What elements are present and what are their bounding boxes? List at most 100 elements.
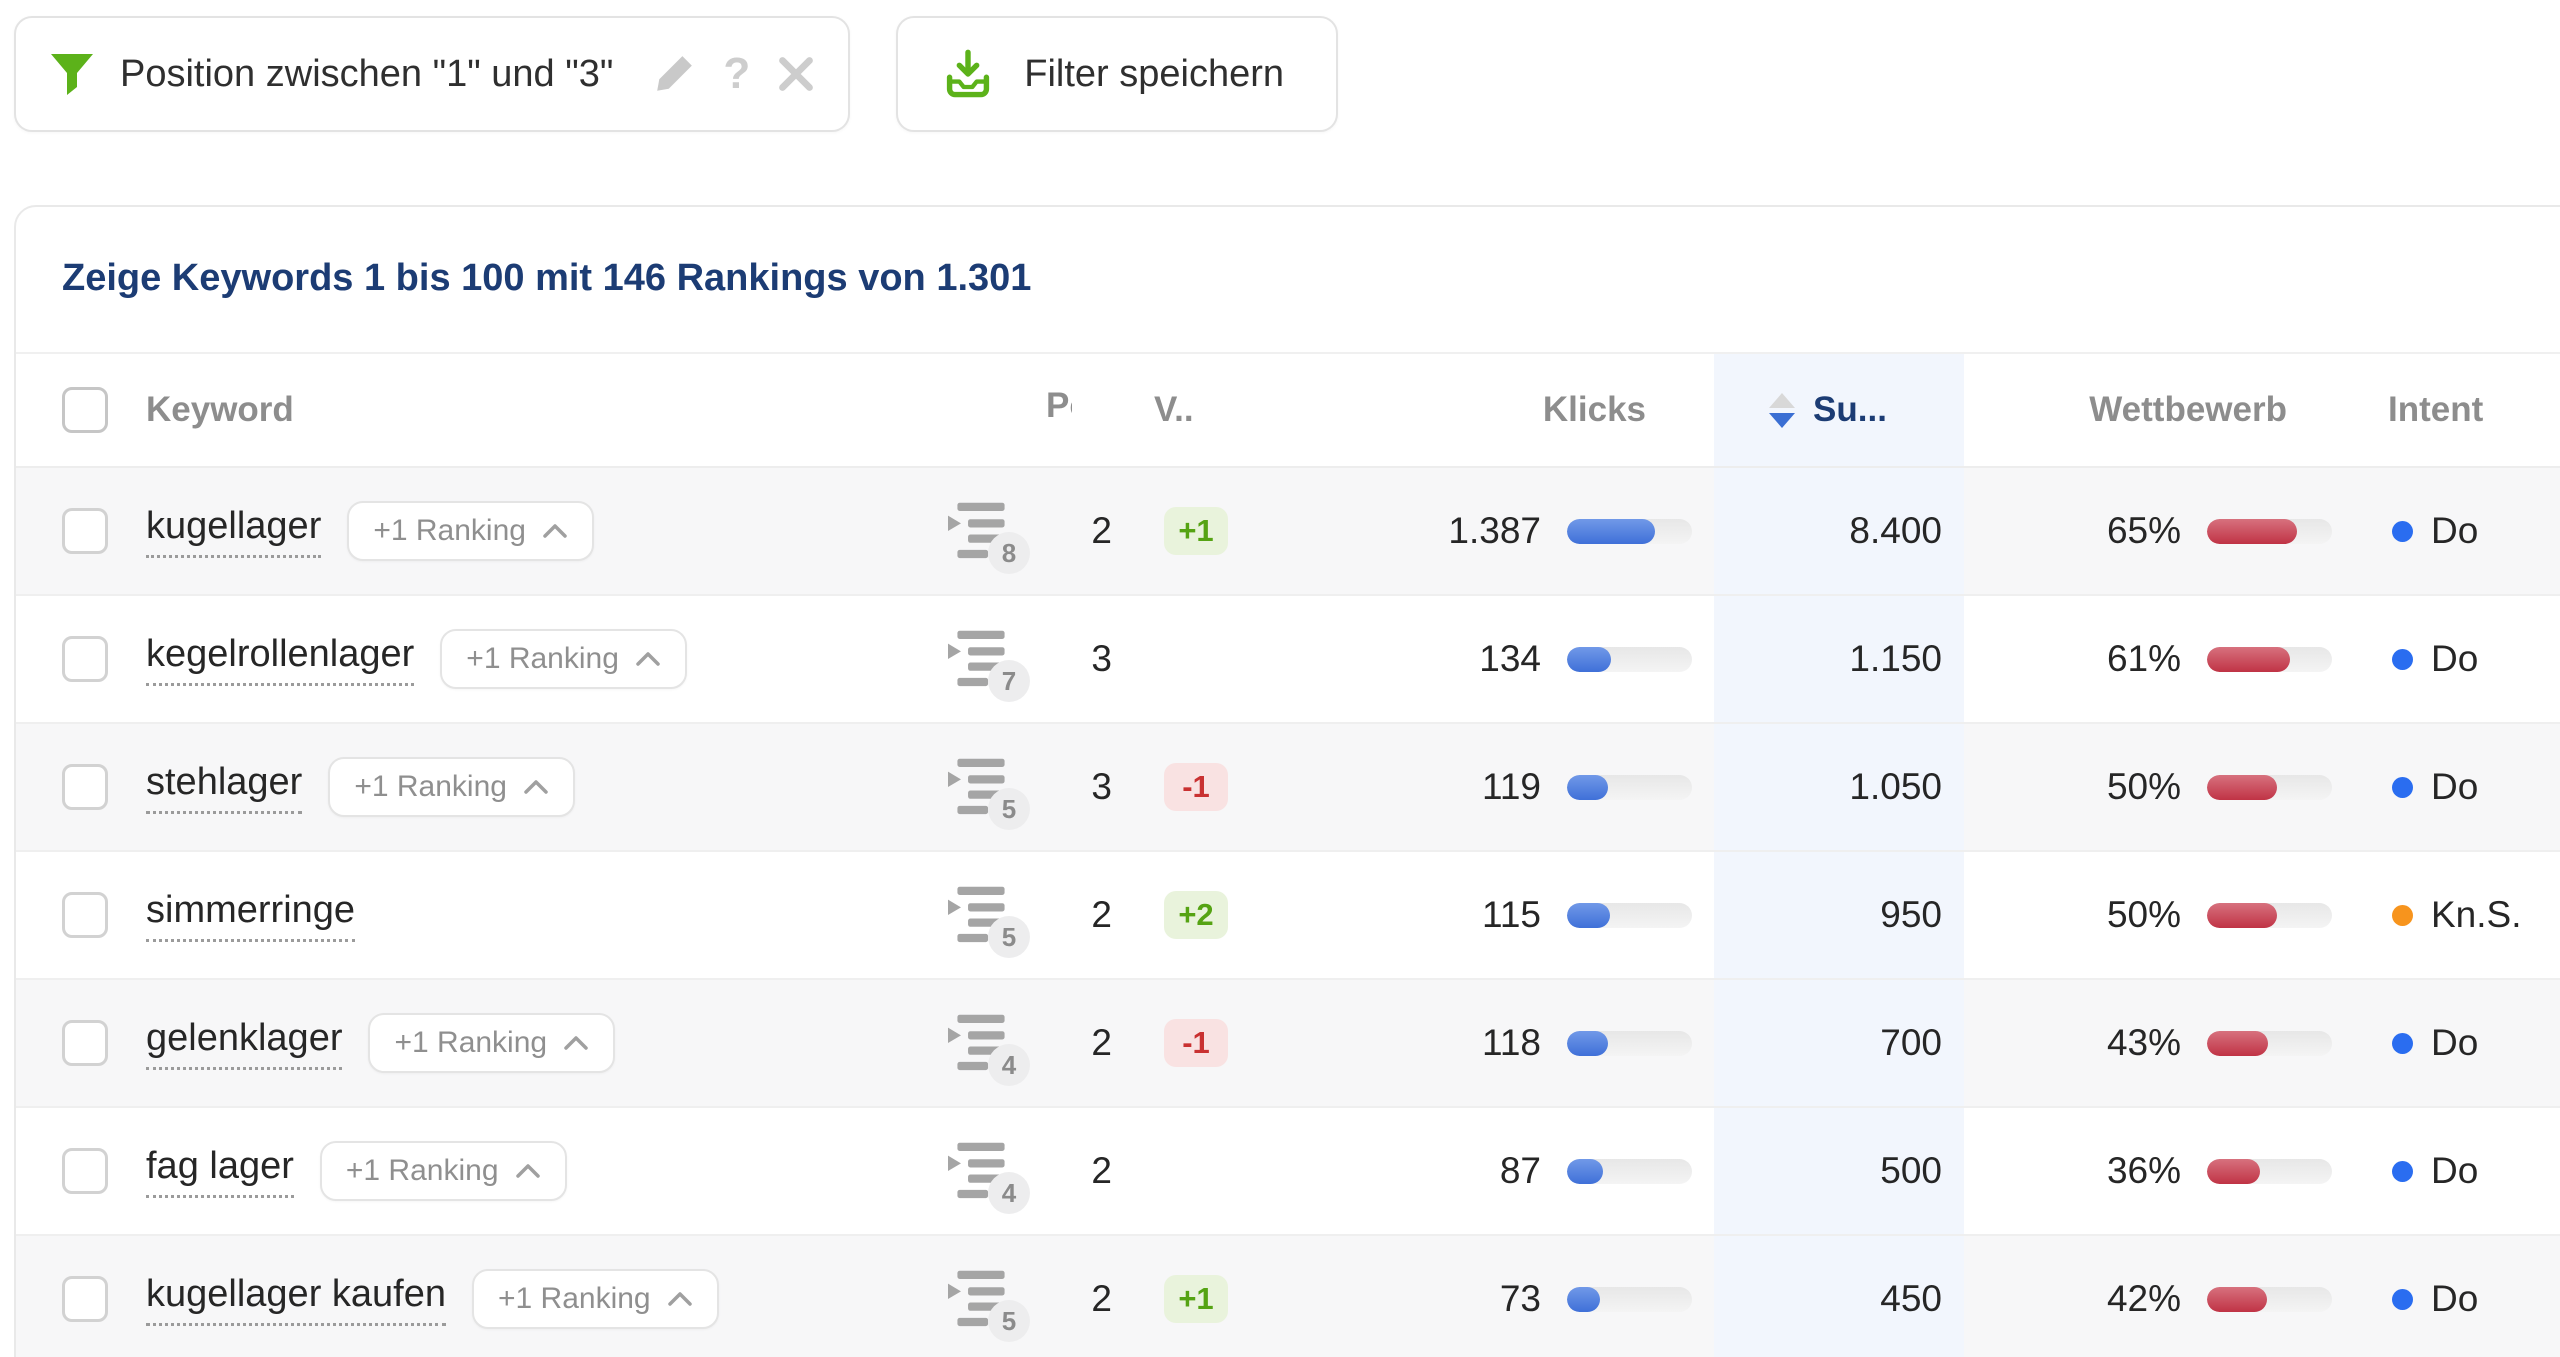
position-change-pill: -1: [1164, 1019, 1228, 1067]
intent-dot: [2392, 1160, 2413, 1182]
wettbewerb-bar-fill: [2207, 1286, 2267, 1312]
table-header-row: Keyword Position V.. Klicks Su... Wettbe…: [16, 352, 2560, 468]
suchvolumen-cell: 450: [1714, 1236, 1964, 1357]
klicks-value: 87: [1499, 1150, 1541, 1191]
keyword-link[interactable]: gelenklager: [146, 1017, 343, 1070]
klicks-bar: [1567, 646, 1692, 672]
serp-snippet-icon[interactable]: 8: [948, 502, 1030, 574]
chevron-up-icon: [543, 524, 567, 538]
klicks-bar: [1567, 1286, 1692, 1312]
serp-snippet-icon[interactable]: 7: [948, 630, 1030, 702]
keyword-link[interactable]: kegelrollenlager: [146, 633, 415, 686]
serp-snippet-icon[interactable]: 5: [948, 758, 1030, 830]
intent-dot: [2392, 1288, 2413, 1310]
keyword-link[interactable]: fag lager: [146, 1145, 294, 1198]
wettbewerb-value: 43%: [2106, 1022, 2181, 1063]
ranking-chip[interactable]: +1 Ranking: [368, 1013, 616, 1073]
wettbewerb-bar: [2207, 518, 2332, 544]
klicks-bar: [1567, 1158, 1692, 1184]
ranking-chip[interactable]: +1 Ranking: [328, 757, 575, 817]
row-checkbox[interactable]: [62, 1148, 108, 1194]
row-checkbox[interactable]: [62, 1020, 108, 1066]
edit-pencil-icon[interactable]: [653, 53, 695, 95]
filter-bar: Position zwischen "1" und "3" ? Filter s…: [0, 0, 2560, 132]
column-header-keyword[interactable]: Keyword: [146, 390, 294, 429]
save-filter-icon: [947, 49, 990, 98]
ranking-chip[interactable]: +1 Ranking: [319, 1141, 567, 1201]
keyword-table-card: Zeige Keywords 1 bis 100 mit 146 Ranking…: [14, 205, 2560, 1357]
suchvolumen-cell: 500: [1714, 1108, 1964, 1234]
wettbewerb-value: 50%: [2106, 766, 2181, 807]
ranking-chip-label: +1 Ranking: [354, 770, 507, 803]
keyword-link[interactable]: kugellager kaufen: [146, 1273, 446, 1326]
position-value: 2: [1091, 1022, 1112, 1063]
wettbewerb-bar-fill: [2207, 1030, 2269, 1056]
suchvolumen-value: 950: [1880, 894, 1942, 935]
ranking-chip-label: +1 Ranking: [373, 514, 526, 547]
table-body: kugellager +1 Ranking 8 2: [16, 468, 2560, 1357]
row-checkbox[interactable]: [62, 764, 108, 810]
serp-count-badge: 8: [988, 532, 1030, 574]
wettbewerb-bar-fill: [2207, 646, 2290, 672]
serp-snippet-icon[interactable]: 4: [948, 1014, 1030, 1086]
column-header-intent[interactable]: Intent: [2388, 390, 2484, 429]
klicks-bar-fill: [1567, 1286, 1600, 1312]
suchvolumen-value: 1.050: [1849, 766, 1942, 807]
keyword-link[interactable]: kugellager: [146, 505, 322, 558]
serp-snippet-icon[interactable]: 5: [948, 886, 1030, 958]
row-checkbox[interactable]: [62, 892, 108, 938]
chevron-up-icon: [667, 1292, 692, 1306]
ranking-chip[interactable]: +1 Ranking: [440, 629, 687, 689]
column-header-position[interactable]: Position: [1046, 385, 1072, 425]
row-checkbox[interactable]: [62, 1276, 108, 1322]
klicks-value: 73: [1499, 1278, 1541, 1319]
table-row: simmerringe 5 2 +2 115: [16, 852, 2560, 980]
save-filter-button[interactable]: Filter speichern: [896, 16, 1338, 132]
serp-count-badge: 5: [988, 916, 1030, 958]
keyword-link[interactable]: simmerringe: [146, 889, 356, 942]
column-header-change[interactable]: V..: [1154, 390, 1194, 429]
klicks-bar: [1567, 518, 1692, 544]
wettbewerb-bar: [2207, 1030, 2332, 1056]
wettbewerb-value: 50%: [2106, 894, 2181, 935]
select-all-checkbox[interactable]: [62, 387, 108, 433]
filter-chip-label: Position zwischen "1" und "3": [120, 52, 614, 95]
help-icon[interactable]: ?: [723, 49, 751, 98]
position-value: 3: [1091, 766, 1112, 807]
serp-count-badge: 7: [988, 660, 1030, 702]
intent-dot: [2392, 520, 2413, 542]
keyword-link[interactable]: stehlager: [146, 761, 303, 814]
ranking-chip[interactable]: +1 Ranking: [347, 501, 594, 561]
suchvolumen-value: 700: [1880, 1022, 1942, 1063]
suchvolumen-cell: 700: [1714, 980, 1964, 1106]
wettbewerb-bar-fill: [2207, 1158, 2260, 1184]
ranking-chip[interactable]: +1 Ranking: [472, 1269, 719, 1329]
position-value: 2: [1091, 510, 1112, 551]
column-header-wettbewerb[interactable]: Wettbewerb: [2089, 390, 2287, 429]
row-checkbox[interactable]: [62, 508, 108, 554]
klicks-bar: [1567, 774, 1692, 800]
intent-dot: [2392, 648, 2413, 670]
wettbewerb-value: 65%: [2106, 510, 2181, 551]
suchvolumen-value: 1.150: [1849, 638, 1942, 679]
serp-snippet-icon[interactable]: 4: [948, 1142, 1030, 1214]
serp-snippet-icon[interactable]: 5: [948, 1270, 1030, 1342]
position-value: 3: [1091, 638, 1112, 679]
suchvolumen-cell: 1.150: [1714, 596, 1964, 722]
remove-filter-icon[interactable]: [778, 56, 814, 92]
row-checkbox[interactable]: [62, 636, 108, 682]
klicks-bar-fill: [1567, 518, 1655, 544]
klicks-value: 1.387: [1448, 510, 1541, 551]
column-header-klicks[interactable]: Klicks: [1542, 390, 1646, 429]
position-change-pill: +1: [1164, 507, 1228, 555]
klicks-value: 118: [1482, 1022, 1541, 1063]
klicks-bar: [1567, 902, 1692, 928]
position-value: 2: [1091, 1278, 1112, 1319]
active-filter-chip[interactable]: Position zwischen "1" und "3" ?: [14, 16, 851, 132]
sort-desc-icon: [1769, 392, 1796, 428]
serp-count-badge: 4: [988, 1172, 1030, 1214]
filter-funnel-icon: [51, 54, 93, 95]
serp-count-badge: 5: [988, 788, 1030, 830]
column-header-suchvolumen[interactable]: Su...: [1714, 354, 1964, 466]
save-filter-label: Filter speichern: [1024, 52, 1284, 95]
